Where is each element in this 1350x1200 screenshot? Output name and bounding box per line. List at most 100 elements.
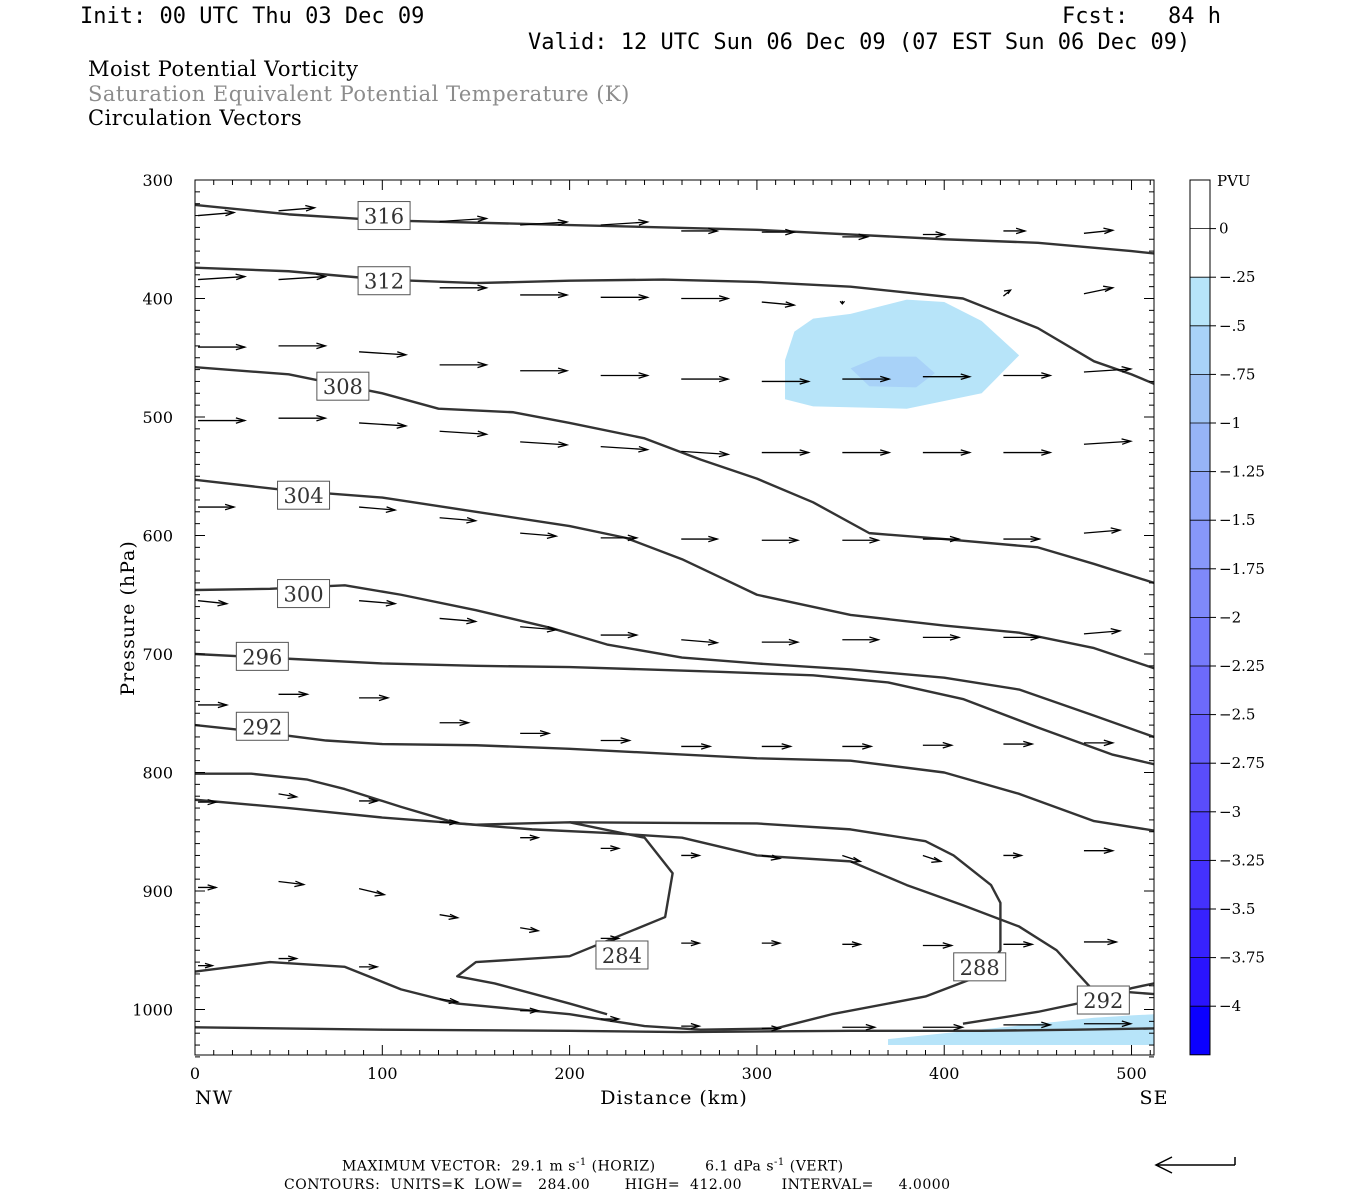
circulation-vector xyxy=(842,449,892,456)
circulation-vector xyxy=(1083,739,1115,747)
circulation-vector xyxy=(761,743,793,750)
circulation-vector xyxy=(520,926,541,934)
circulation-vector xyxy=(198,884,219,891)
circulation-vector xyxy=(520,1007,541,1014)
circulation-vector xyxy=(842,233,870,241)
colorbar-swatch xyxy=(1190,568,1210,618)
circulation-vector xyxy=(842,636,881,644)
contour-label-284: 284 xyxy=(595,940,649,970)
colorbar-label: −.25 xyxy=(1219,268,1255,286)
circulation-vector xyxy=(600,372,650,379)
circulation-vector xyxy=(922,231,947,238)
forecast-hour: Fcst: 84 h xyxy=(1062,4,1221,29)
circulation-vector xyxy=(1003,1021,1053,1029)
circulation-vector xyxy=(520,291,570,299)
x-end-label-nw: NW xyxy=(195,1087,233,1109)
circulation-vector xyxy=(761,301,797,308)
circulation-vector xyxy=(197,273,248,281)
circulation-vector xyxy=(358,887,387,897)
circulation-vector xyxy=(1083,527,1123,534)
contour-300-4 xyxy=(195,584,1154,739)
contour-label-300: 300 xyxy=(277,579,331,609)
circulation-vector xyxy=(278,880,306,888)
circulation-vector xyxy=(922,535,962,543)
x-tick-label: 500 xyxy=(1116,1064,1147,1083)
contour-label-292: 292 xyxy=(1076,985,1130,1015)
pv-region-0 xyxy=(785,299,1020,409)
circulation-vector xyxy=(681,939,702,947)
circulation-vector xyxy=(1003,740,1035,748)
x-tick-label: 200 xyxy=(554,1064,585,1083)
circulation-vector xyxy=(359,599,398,607)
circulation-vector xyxy=(842,854,863,863)
circulation-vector xyxy=(600,631,639,639)
colorbar-label: −2.75 xyxy=(1219,754,1265,772)
circulation-vector xyxy=(842,743,874,750)
colorbar-swatch xyxy=(1190,277,1210,326)
circulation-vector xyxy=(922,854,943,863)
circulation-vector xyxy=(439,516,478,524)
circulation-vector xyxy=(922,942,954,949)
footer-max-vector: MAXIMUM VECTOR: 29.1 m s-1 (HORIZ) 6.1 d… xyxy=(342,1157,844,1175)
circulation-vector xyxy=(359,351,409,358)
circulation-vector xyxy=(681,1022,702,1030)
circulation-vector xyxy=(1083,438,1133,445)
y-tick-label: 400 xyxy=(142,290,173,309)
circulation-vector xyxy=(520,367,570,375)
circulation-vector xyxy=(1002,289,1013,297)
max-vector-vert: 6.1 dPa s xyxy=(705,1158,775,1175)
circulation-vector xyxy=(520,730,552,737)
reference-vector-icon xyxy=(1154,1156,1236,1174)
circulation-vector xyxy=(278,955,299,962)
circulation-vector xyxy=(842,1023,877,1031)
circulation-vector xyxy=(1003,940,1035,948)
max-vector-label: MAXIMUM VECTOR: xyxy=(342,1158,502,1175)
circulation-vector xyxy=(1083,938,1119,946)
circulation-vector xyxy=(198,343,248,351)
circulation-vector xyxy=(681,852,702,859)
x-tick-label: 0 xyxy=(190,1064,200,1083)
circulation-vector xyxy=(197,599,230,607)
circulation-vector xyxy=(761,939,783,947)
contour-label-312: 312 xyxy=(357,266,411,296)
y-tick-label: 900 xyxy=(142,882,173,901)
x-axis-label: Distance (km) xyxy=(600,1087,748,1109)
y-tick-label: 1000 xyxy=(132,1001,173,1020)
y-tick-label: 700 xyxy=(142,645,173,664)
contour-label-296: 296 xyxy=(235,641,289,671)
colorbar-swatch xyxy=(1190,471,1210,521)
circulation-vector xyxy=(1003,634,1042,641)
circulation-vector xyxy=(681,535,720,543)
circulation-vector xyxy=(1003,852,1024,859)
circulation-vector xyxy=(600,737,632,744)
colorbar-swatch xyxy=(1190,714,1210,764)
circulation-vector xyxy=(1083,1020,1133,1028)
circulation-vector xyxy=(761,536,801,544)
svg-text:308: 308 xyxy=(323,375,363,399)
svg-text:300: 300 xyxy=(283,583,323,607)
circulation-vector xyxy=(198,701,230,709)
circulation-vector xyxy=(520,441,570,448)
circulation-vector xyxy=(922,449,972,456)
svg-text:292: 292 xyxy=(242,715,282,739)
contour-288-8 xyxy=(195,798,674,1016)
colorbar-label: −3.5 xyxy=(1219,900,1255,918)
circulation-vector xyxy=(761,638,801,646)
colorbar-swatch xyxy=(1190,180,1210,229)
circulation-vector xyxy=(520,532,559,540)
circulation-vector xyxy=(1083,627,1123,635)
svg-text:288: 288 xyxy=(960,956,1000,980)
circulation-vector xyxy=(198,417,248,424)
circulation-vector xyxy=(761,449,811,456)
circulation-vector xyxy=(761,378,811,385)
circulation-vector xyxy=(198,962,215,969)
contour-296-5 xyxy=(195,652,1154,766)
circulation-vector xyxy=(278,414,328,422)
max-vector-horiz: 29.1 m s xyxy=(511,1158,576,1175)
y-tick-label: 500 xyxy=(142,408,173,427)
colorbar-swatch xyxy=(1190,617,1210,666)
circulation-vector xyxy=(439,617,478,625)
valid-time: Valid: 12 UTC Sun 06 Dec 09 (07 EST Sun … xyxy=(528,30,1191,55)
svg-text:296: 296 xyxy=(242,645,282,669)
circulation-vector xyxy=(278,342,328,350)
